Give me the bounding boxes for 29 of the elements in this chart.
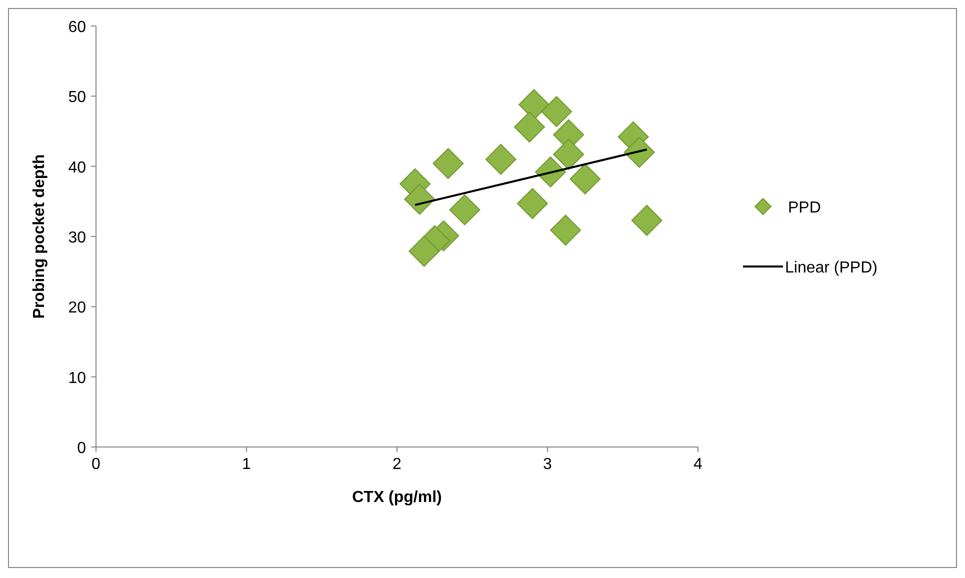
point bbox=[432, 148, 464, 180]
y-tick-label: 0 bbox=[77, 440, 86, 457]
x-tick-label: 3 bbox=[543, 456, 552, 473]
y-tick-label: 40 bbox=[68, 159, 86, 176]
point bbox=[485, 144, 516, 175]
point bbox=[408, 236, 440, 267]
x-axis-title: CTX (pg/ml) bbox=[352, 489, 442, 506]
x-tick-label: 4 bbox=[694, 456, 703, 473]
point bbox=[541, 96, 572, 128]
y-tick-label: 10 bbox=[68, 370, 86, 387]
legend-label: PPD bbox=[788, 200, 821, 216]
x-tick-label: 0 bbox=[92, 456, 101, 473]
point bbox=[631, 204, 662, 236]
y-tick-label: 60 bbox=[68, 19, 86, 36]
point bbox=[514, 112, 545, 143]
x-tick-label: 1 bbox=[242, 456, 252, 473]
point bbox=[550, 214, 582, 246]
point bbox=[404, 184, 436, 215]
legend-label: Linear (PPD) bbox=[785, 260, 878, 276]
y-tick-label: 20 bbox=[68, 300, 86, 317]
point bbox=[570, 163, 601, 194]
y-axis-title: Probing pocket depth bbox=[31, 154, 48, 319]
y-tick-label: 30 bbox=[68, 230, 86, 246]
point bbox=[553, 138, 584, 170]
point bbox=[516, 188, 548, 220]
point bbox=[449, 194, 480, 226]
point bbox=[624, 136, 655, 168]
x-tick-label: 2 bbox=[392, 456, 402, 473]
y-tick-label: 50 bbox=[68, 89, 86, 106]
